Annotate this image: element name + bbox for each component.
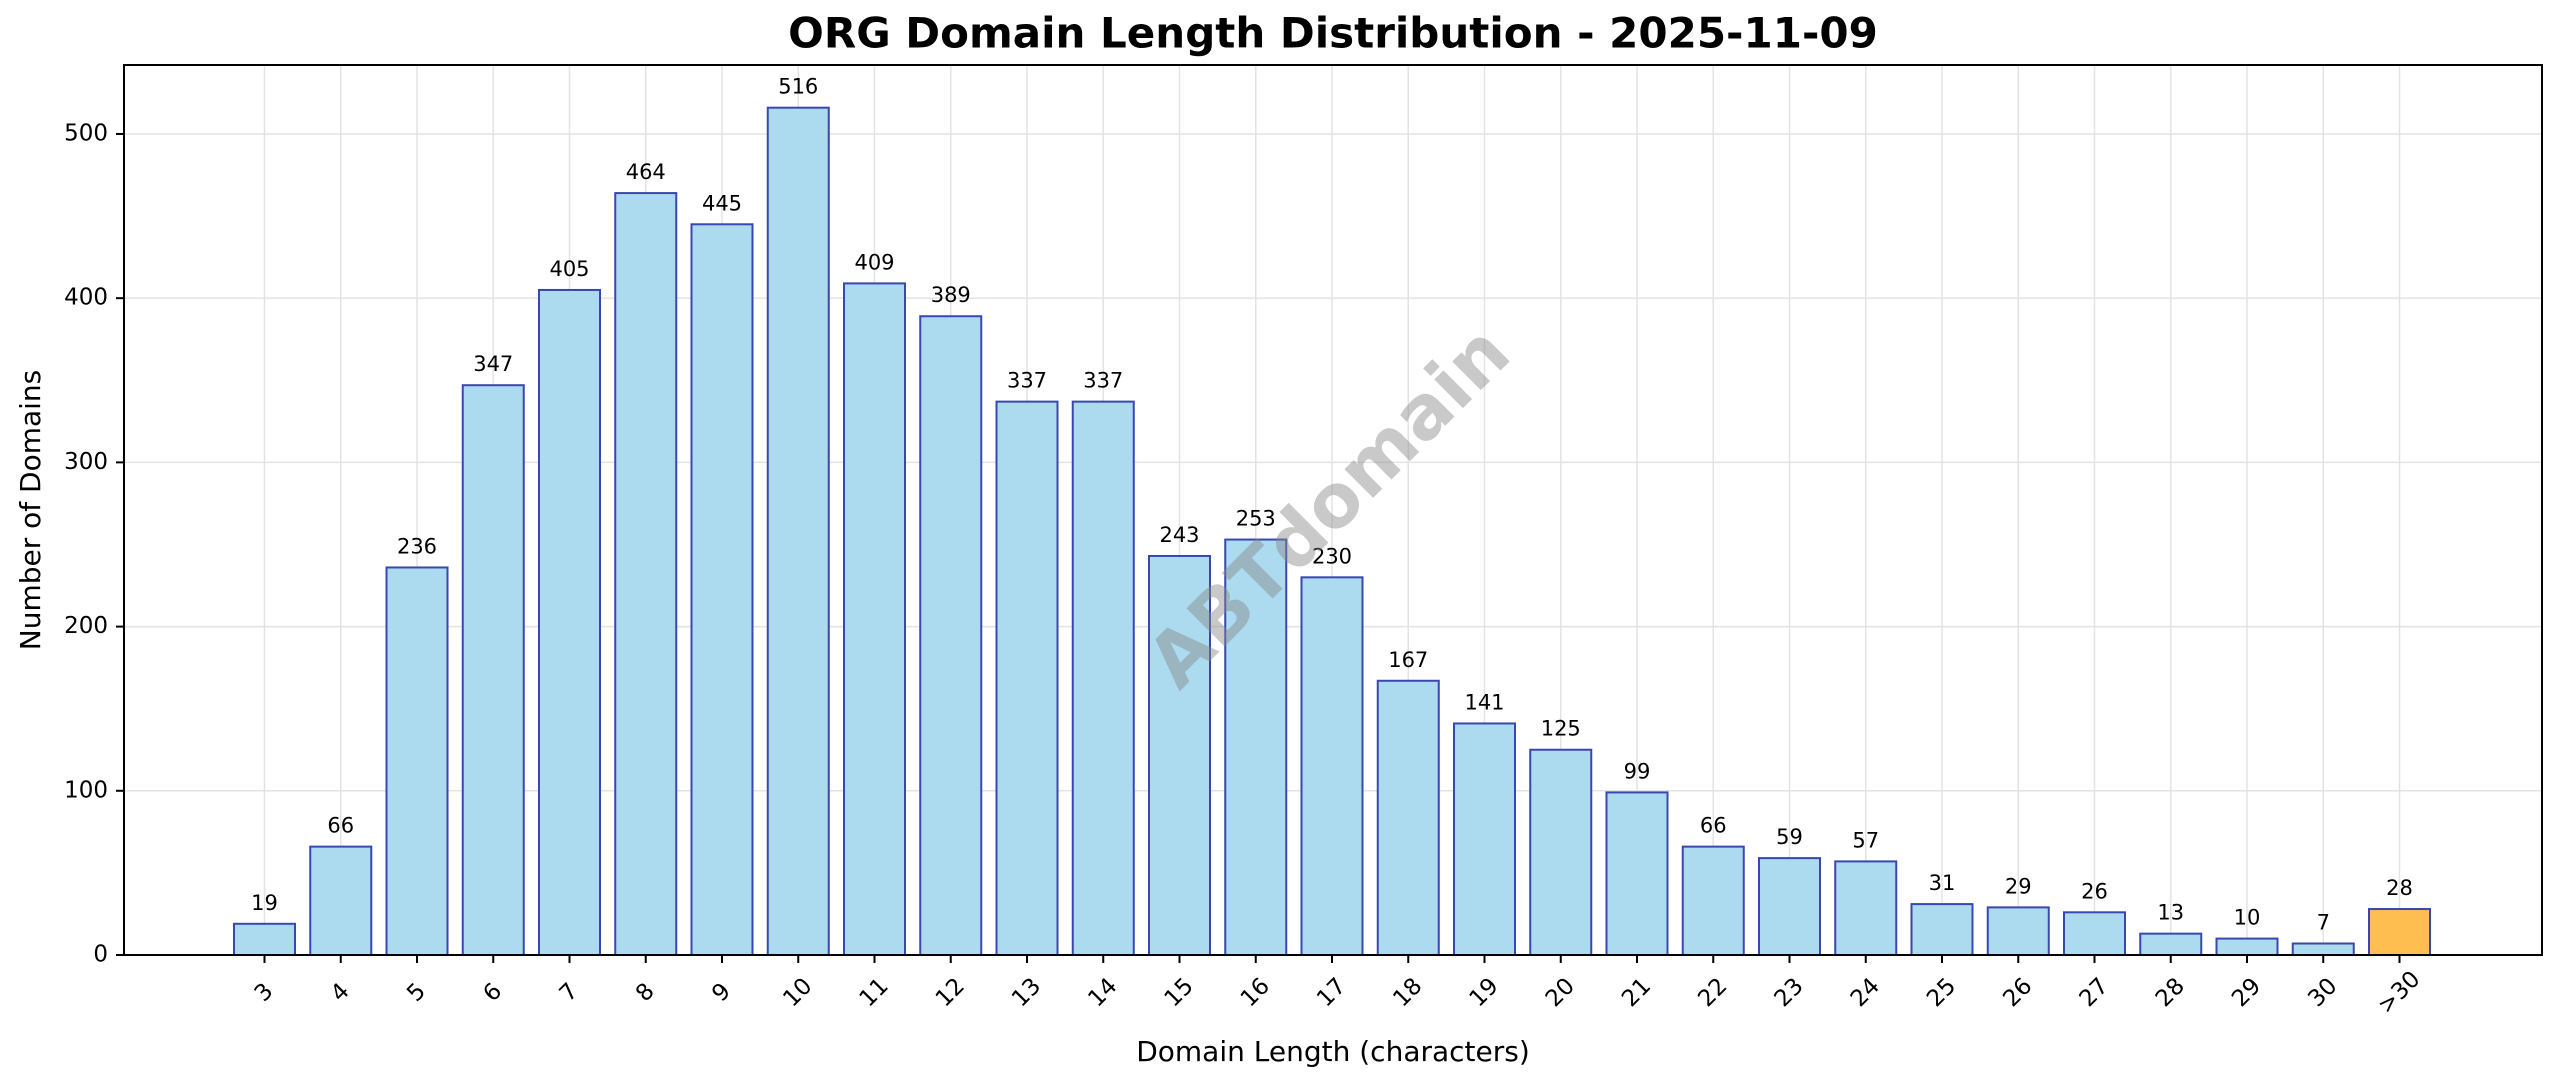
value-label: 167 xyxy=(1388,648,1428,672)
bar xyxy=(538,288,601,957)
bar xyxy=(461,384,525,956)
value-label: 389 xyxy=(931,283,971,307)
x-tick-label: 30 xyxy=(2303,973,2342,1012)
value-label: 10 xyxy=(2234,906,2261,930)
x-tick-label: 12 xyxy=(931,973,970,1012)
x-tick-label: 4 xyxy=(326,978,355,1007)
x-tick-label: 24 xyxy=(1846,973,1885,1012)
value-label: 19 xyxy=(251,891,278,915)
bar xyxy=(1453,722,1516,956)
bar xyxy=(1910,903,1974,957)
bar xyxy=(614,192,678,956)
x-tick-label: 26 xyxy=(1998,973,2037,1012)
x-axis-label: Domain Length (characters) xyxy=(1136,1035,1530,1068)
value-label: 337 xyxy=(1007,369,1047,393)
value-label: 7 xyxy=(2317,911,2330,935)
x-tick-label: 23 xyxy=(1770,973,1809,1012)
x-tick-label: 16 xyxy=(1236,973,1275,1012)
value-label: 337 xyxy=(1083,369,1123,393)
bar xyxy=(1300,576,1364,956)
value-label: 253 xyxy=(1236,507,1276,531)
bar xyxy=(2215,937,2279,957)
x-tick-label: 6 xyxy=(479,978,508,1007)
value-label: 13 xyxy=(2157,901,2184,925)
bar xyxy=(690,223,754,956)
x-tick-label: 9 xyxy=(707,978,736,1007)
x-tick-label: >30 xyxy=(2373,966,2426,1019)
y-tick-label: 200 xyxy=(64,613,108,639)
x-tick-label: 21 xyxy=(1617,973,1656,1012)
x-tick-label: 8 xyxy=(631,978,660,1007)
bar xyxy=(2063,911,2126,956)
x-tick-label: 27 xyxy=(2075,973,2114,1012)
x-tick-label: 25 xyxy=(1922,973,1961,1012)
x-tick-label: 14 xyxy=(1083,973,1122,1012)
value-label: 464 xyxy=(626,160,666,184)
bar xyxy=(1681,845,1745,956)
bar xyxy=(1224,538,1288,956)
value-label: 59 xyxy=(1776,825,1803,849)
x-tick-label: 20 xyxy=(1541,973,1580,1012)
value-label: 230 xyxy=(1312,544,1352,568)
bar xyxy=(309,845,373,956)
bar xyxy=(1758,857,1821,957)
bar xyxy=(233,922,296,956)
y-tick-label: 300 xyxy=(64,449,108,475)
y-tick-label: 100 xyxy=(64,777,108,803)
value-label: 445 xyxy=(702,191,742,215)
bar xyxy=(843,282,906,956)
value-label: 31 xyxy=(1929,871,1956,895)
bar xyxy=(919,315,983,957)
x-tick-label: 10 xyxy=(778,973,817,1012)
bar xyxy=(2368,908,2431,957)
bar xyxy=(1071,400,1135,957)
value-label: 57 xyxy=(1852,828,1879,852)
bar xyxy=(385,566,449,957)
value-label: 26 xyxy=(2081,879,2108,903)
bar xyxy=(1148,554,1211,956)
value-label: 243 xyxy=(1159,523,1199,547)
value-label: 99 xyxy=(1624,759,1651,783)
x-tick-label: 29 xyxy=(2227,973,2266,1012)
bar xyxy=(2139,932,2203,956)
chart-title: ORG Domain Length Distribution - 2025-11… xyxy=(788,9,1878,58)
value-label: 409 xyxy=(854,250,894,274)
x-tick-label: 7 xyxy=(555,978,584,1007)
value-label: 405 xyxy=(549,257,589,281)
x-tick-label: 13 xyxy=(1007,973,1046,1012)
bar xyxy=(1376,679,1440,956)
value-label: 28 xyxy=(2386,876,2413,900)
x-tick-label: 5 xyxy=(402,978,431,1007)
value-label: 66 xyxy=(327,814,354,838)
bar xyxy=(766,106,830,956)
y-axis-label: Number of Domains xyxy=(14,370,47,651)
bar xyxy=(1529,748,1593,956)
bar xyxy=(1986,906,2050,956)
bar xyxy=(995,400,1059,957)
x-tick-label: 3 xyxy=(250,978,279,1007)
x-tick-label: 28 xyxy=(2151,973,2190,1012)
bar xyxy=(2291,942,2355,957)
bar xyxy=(1834,860,1898,957)
value-label: 516 xyxy=(778,75,818,99)
x-tick-label: 15 xyxy=(1160,973,1199,1012)
value-label: 66 xyxy=(1700,814,1727,838)
y-tick-label: 400 xyxy=(64,285,108,311)
value-label: 141 xyxy=(1464,690,1504,714)
bars: 19 66 236 347 405 464 445 516 409 389 337 337 243 253… xyxy=(233,75,2431,957)
value-label: 347 xyxy=(473,352,513,376)
value-label: 29 xyxy=(2005,874,2032,898)
value-label: 236 xyxy=(397,534,437,558)
y-tick-label: 0 xyxy=(93,942,108,968)
x-tick-label: 22 xyxy=(1693,973,1732,1012)
x-tick-label: 11 xyxy=(855,973,894,1012)
x-tick-label: 17 xyxy=(1312,973,1351,1012)
x-tick-label: 18 xyxy=(1388,973,1427,1012)
bar xyxy=(1605,791,1669,956)
y-tick-label: 500 xyxy=(64,120,108,146)
value-label: 125 xyxy=(1541,717,1581,741)
x-tick-label: 19 xyxy=(1465,973,1504,1012)
